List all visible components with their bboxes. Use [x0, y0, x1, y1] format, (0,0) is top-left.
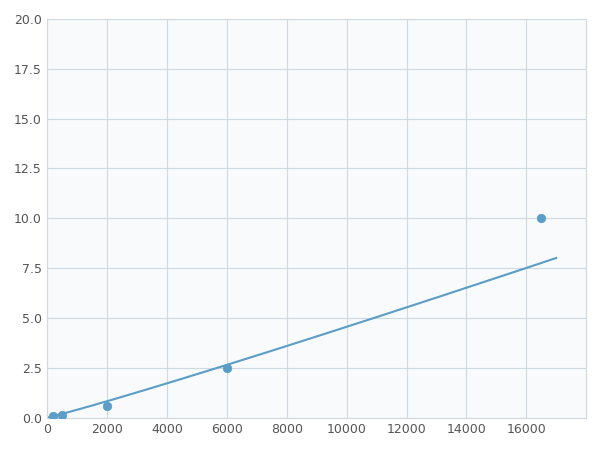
- Point: [222, 364, 232, 371]
- Point: [49, 412, 58, 419]
- Point: [103, 402, 112, 409]
- Point: [58, 411, 67, 418]
- Point: [536, 215, 546, 222]
